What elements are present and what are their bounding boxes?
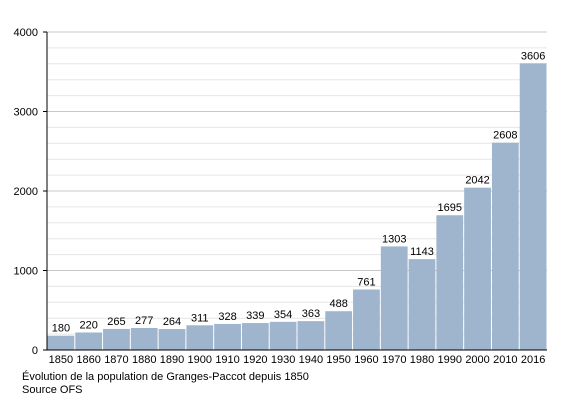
bar-value-label: 761: [357, 277, 375, 289]
x-tick-label: 1900: [188, 354, 212, 366]
data-labels: 180 220 265 277 264 311 328 339 354 363 488 761 1303…: [52, 50, 546, 334]
bar-value-label: 488: [329, 298, 347, 310]
y-tick-label: 1000: [14, 266, 38, 278]
bar-value-label: 328: [218, 311, 236, 323]
bar: [75, 332, 103, 350]
x-tick-label: 2016: [521, 354, 545, 366]
bar: [297, 321, 325, 350]
y-tick-label: 0: [32, 345, 38, 357]
bar-value-label: 2608: [493, 130, 517, 142]
bar-value-label: 180: [52, 323, 70, 335]
x-tick-label: 1870: [104, 354, 128, 366]
bar: [491, 142, 519, 350]
bar-value-label: 3606: [521, 50, 545, 62]
bar-value-label: 311: [191, 312, 209, 324]
bar-value-label: 264: [163, 316, 181, 328]
chart-source: Source OFS: [22, 384, 83, 396]
chart-caption: Évolution de la population de Granges-Pa…: [22, 371, 309, 383]
gridlines: [47, 31, 547, 335]
bar: [130, 327, 158, 350]
x-tick-label: 1890: [160, 354, 184, 366]
y-tick-label: 3000: [14, 107, 38, 119]
bar: [353, 289, 380, 350]
x-tick-label: 1960: [354, 354, 378, 366]
bars: [47, 63, 547, 351]
bar: [408, 259, 436, 350]
x-tick-label: 1970: [382, 354, 406, 366]
bar-value-label: 1303: [382, 233, 406, 245]
bar-value-label: 277: [135, 315, 153, 327]
bar: [214, 323, 241, 350]
bar: [325, 311, 353, 350]
bar-value-label: 354: [274, 309, 292, 321]
y-tick-label: 4000: [14, 27, 38, 39]
bar: [519, 63, 547, 351]
bar-value-label: 265: [107, 316, 125, 328]
bar: [464, 187, 491, 350]
x-tick-label: 1880: [132, 354, 156, 366]
bar: [436, 215, 464, 350]
x-tick-label: 1980: [410, 354, 434, 366]
x-tick-label: 2010: [493, 354, 517, 366]
bar-value-label: 363: [302, 308, 320, 320]
bar-value-label: 2042: [465, 175, 489, 187]
x-tick-label: 1950: [326, 354, 350, 366]
x-tick-label: 1910: [215, 354, 239, 366]
bar: [47, 335, 75, 350]
bar-value-label: 1143: [410, 246, 434, 258]
bar-value-label: 339: [246, 310, 264, 322]
x-tick-label: 1990: [438, 354, 462, 366]
bar-value-label: 1695: [438, 202, 462, 214]
bar: [269, 321, 297, 350]
bar-value-label: 220: [79, 320, 97, 332]
bar: [380, 246, 408, 350]
x-tick-label: 2000: [465, 354, 489, 366]
axes: 0 1000 2000 3000 4000 1850 1860 1870 1880 1890 190…: [14, 27, 547, 366]
bar: [103, 328, 130, 350]
bar: [186, 325, 214, 350]
x-tick-label: 1920: [243, 354, 267, 366]
bar: [241, 323, 269, 350]
bar: [158, 329, 186, 350]
x-tick-label: 1940: [299, 354, 323, 366]
x-tick-label: 1930: [271, 354, 295, 366]
y-tick-label: 2000: [14, 186, 38, 198]
x-tick-label: 1860: [76, 354, 100, 366]
x-tick-label: 1850: [49, 354, 73, 366]
